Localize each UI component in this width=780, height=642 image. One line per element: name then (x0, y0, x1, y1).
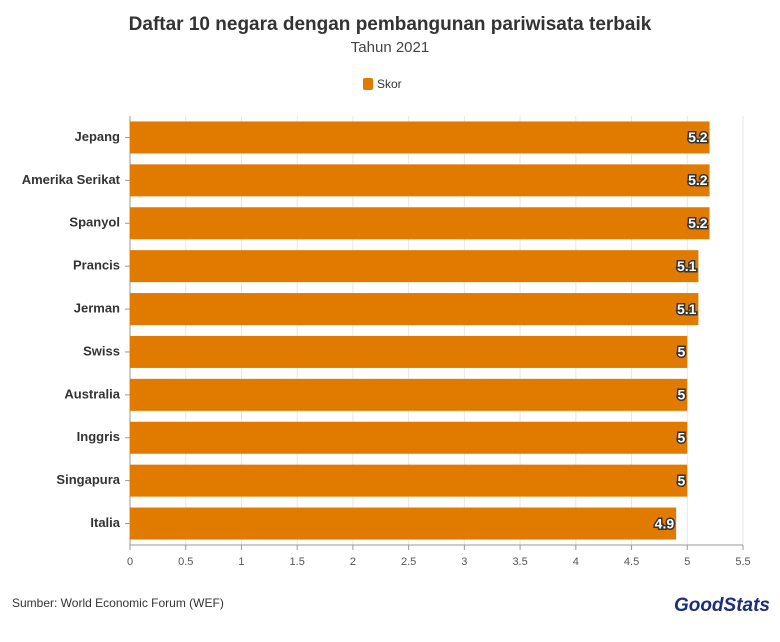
data-label: 4.9 (655, 515, 675, 531)
y-tick-label: Singapura (56, 472, 120, 487)
bar (130, 335, 688, 368)
brand-logo: GoodStats (674, 595, 770, 616)
x-tick-label: 2.5 (401, 556, 416, 568)
bar (130, 378, 688, 411)
bar (130, 464, 688, 497)
y-tick-label: Jepang (74, 129, 120, 144)
y-tick-label: Inggris (77, 429, 120, 444)
bar (130, 293, 699, 326)
source: Sumber: World Economic Forum (WEF) (12, 596, 224, 610)
data-label: 5.2 (688, 215, 708, 231)
y-tick-label: Italia (90, 515, 120, 530)
data-label: 5.1 (677, 258, 697, 274)
x-tick-label: 0 (127, 556, 133, 568)
legend-label: Skor (377, 77, 402, 91)
data-label: 5 (677, 387, 685, 403)
y-tick-label: Australia (64, 386, 120, 401)
x-tick-label: 3.5 (512, 556, 527, 568)
y-tick-label: Swiss (83, 343, 120, 358)
y-tick-label: Spanyol (69, 215, 120, 230)
data-label: 5.2 (688, 129, 708, 145)
x-tick-label: 4 (573, 556, 579, 568)
chart-title: Daftar 10 negara dengan pembangunan pari… (129, 14, 652, 35)
x-tick-label: 1.5 (290, 556, 305, 568)
bar (130, 207, 710, 240)
x-tick-label: 5 (684, 556, 690, 568)
legend-swatch (363, 78, 373, 90)
x-tick-label: 2 (350, 556, 356, 568)
y-tick-label: Amerika Serikat (22, 172, 121, 187)
data-label: 5 (677, 472, 685, 488)
bar (130, 164, 710, 197)
x-tick-label: 5.5 (735, 556, 750, 568)
bar (130, 421, 688, 454)
x-tick-label: 4.5 (624, 556, 639, 568)
bar (130, 507, 677, 540)
chart-subtitle: Tahun 2021 (351, 39, 429, 56)
x-tick-label: 0.5 (178, 556, 193, 568)
bar (130, 121, 710, 154)
x-tick-label: 3 (461, 556, 467, 568)
data-label: 5.1 (677, 301, 697, 317)
x-tick-label: 1 (238, 556, 244, 568)
data-label: 5 (677, 344, 685, 360)
bar (130, 250, 699, 283)
y-tick-label: Jerman (74, 300, 120, 315)
data-label: 5 (677, 429, 685, 445)
y-tick-label: Prancis (73, 258, 120, 273)
data-label: 5.2 (688, 172, 708, 188)
